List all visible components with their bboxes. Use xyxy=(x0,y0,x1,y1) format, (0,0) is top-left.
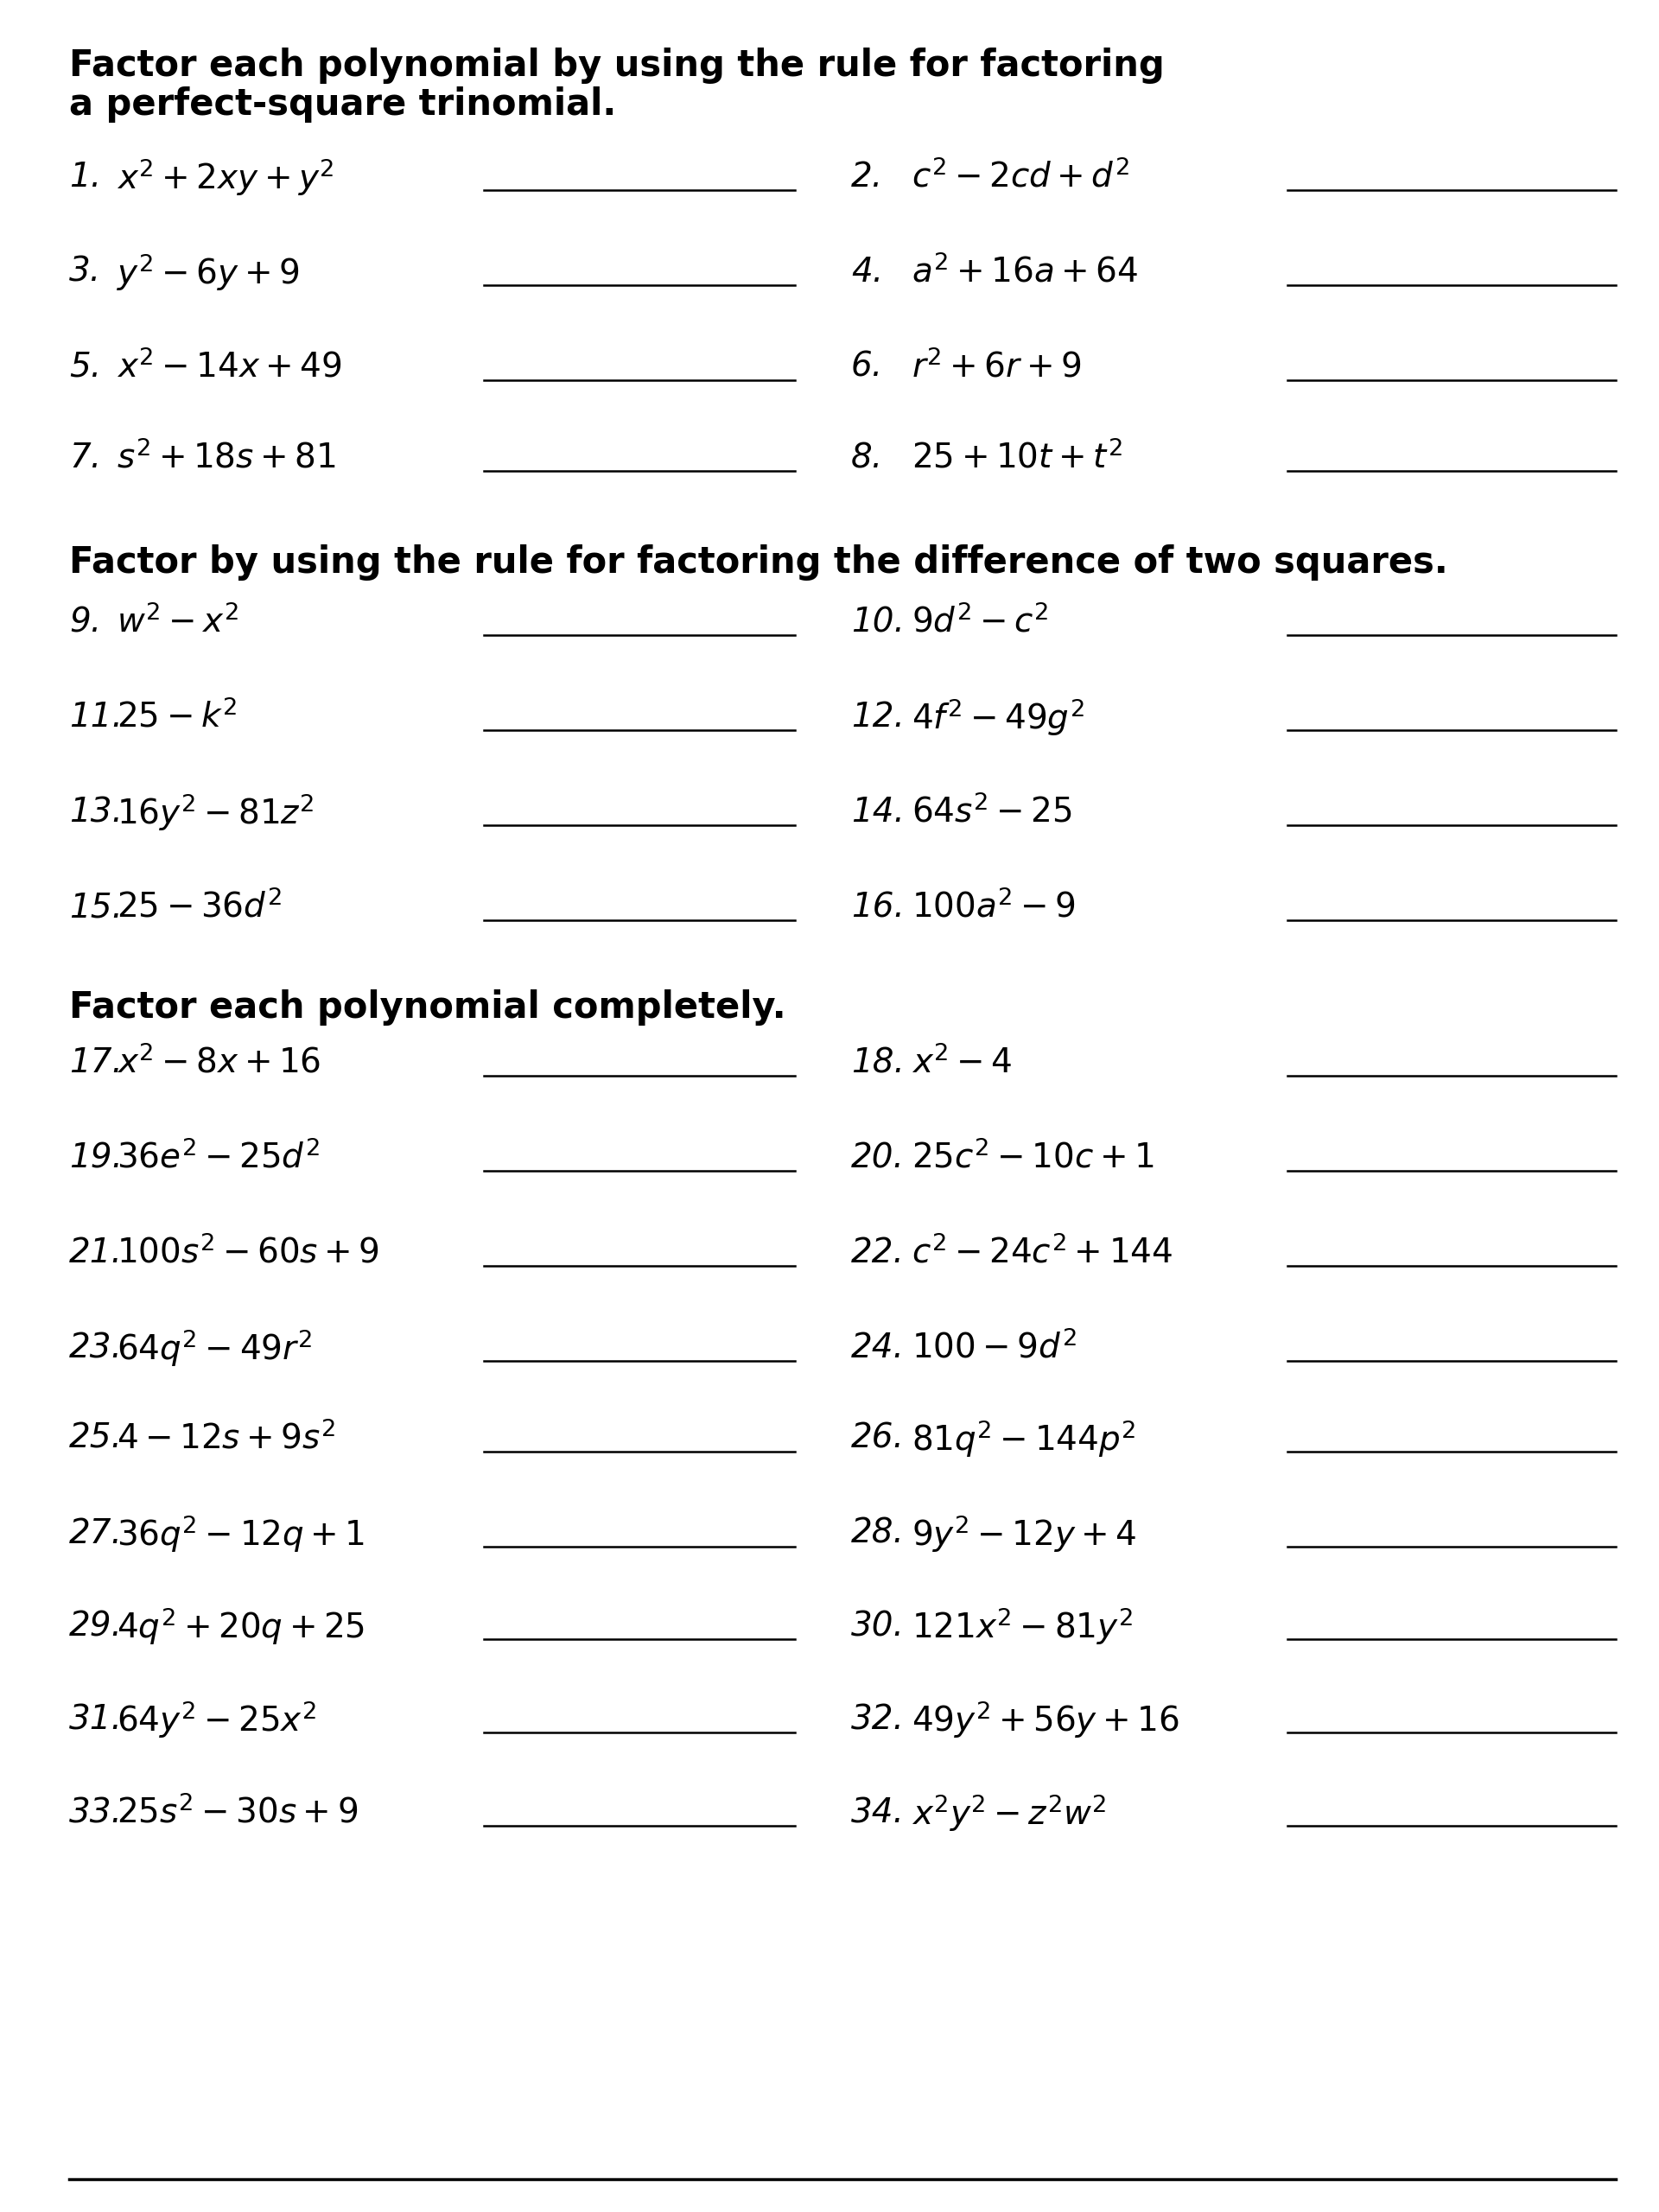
Text: Factor each polynomial by using the rule for factoring: Factor each polynomial by using the rule… xyxy=(70,46,1165,84)
Text: 32.: 32. xyxy=(851,1703,904,1736)
Text: $r^2 + 6r + 9$: $r^2 + 6r + 9$ xyxy=(911,349,1082,385)
Text: 1.: 1. xyxy=(70,161,101,192)
Text: $36e^2 - 25d^2$: $36e^2 - 25d^2$ xyxy=(116,1141,320,1175)
Text: $100s^2 - 60s + 9$: $100s^2 - 60s + 9$ xyxy=(116,1237,380,1270)
Text: $36q^2 - 12q + 1$: $36q^2 - 12q + 1$ xyxy=(116,1513,365,1555)
Text: $c^2 - 2cd + d^2$: $c^2 - 2cd + d^2$ xyxy=(911,159,1130,195)
Text: 31.: 31. xyxy=(70,1703,123,1736)
Text: 16.: 16. xyxy=(851,891,904,925)
Text: $49y^2 + 56y + 16$: $49y^2 + 56y + 16$ xyxy=(911,1699,1180,1741)
Text: 20.: 20. xyxy=(851,1141,904,1175)
Text: $w^2 - x^2$: $w^2 - x^2$ xyxy=(116,604,239,639)
Text: $25 + 10t + t^2$: $25 + 10t + t^2$ xyxy=(911,440,1123,476)
Text: 24.: 24. xyxy=(851,1332,904,1365)
Text: 29.: 29. xyxy=(70,1610,123,1644)
Text: Factor by using the rule for factoring the difference of two squares.: Factor by using the rule for factoring t… xyxy=(70,544,1448,580)
Text: Factor each polynomial completely.: Factor each polynomial completely. xyxy=(70,989,786,1026)
Text: 25.: 25. xyxy=(70,1422,123,1455)
Text: 15.: 15. xyxy=(70,891,123,925)
Text: $64y^2 - 25x^2$: $64y^2 - 25x^2$ xyxy=(116,1699,317,1741)
Text: $64s^2 - 25$: $64s^2 - 25$ xyxy=(911,794,1072,830)
Text: $25c^2 - 10c + 1$: $25c^2 - 10c + 1$ xyxy=(911,1141,1155,1175)
Text: a perfect-square trinomial.: a perfect-square trinomial. xyxy=(70,86,615,122)
Text: $x^2 + 2xy + y^2$: $x^2 + 2xy + y^2$ xyxy=(116,157,333,197)
Text: $25s^2 - 30s + 9$: $25s^2 - 30s + 9$ xyxy=(116,1796,358,1829)
Text: 3.: 3. xyxy=(70,257,101,288)
Text: $4f^2 - 49g^2$: $4f^2 - 49g^2$ xyxy=(911,697,1085,739)
Text: 6.: 6. xyxy=(851,352,883,383)
Text: $4q^2 + 20q + 25$: $4q^2 + 20q + 25$ xyxy=(116,1606,365,1646)
Text: 28.: 28. xyxy=(851,1517,904,1551)
Text: $16y^2 - 81z^2$: $16y^2 - 81z^2$ xyxy=(116,792,314,834)
Text: 30.: 30. xyxy=(851,1610,904,1644)
Text: 14.: 14. xyxy=(851,796,904,830)
Text: $c^2 - 24c^2 + 144$: $c^2 - 24c^2 + 144$ xyxy=(911,1237,1173,1270)
Text: $121x^2 - 81y^2$: $121x^2 - 81y^2$ xyxy=(911,1606,1133,1646)
Text: 4.: 4. xyxy=(851,257,883,288)
Text: 17.: 17. xyxy=(70,1046,123,1079)
Text: 21.: 21. xyxy=(70,1237,123,1270)
Text: $x^2y^2 - z^2w^2$: $x^2y^2 - z^2w^2$ xyxy=(911,1792,1107,1834)
Text: $x^2 - 4$: $x^2 - 4$ xyxy=(911,1046,1012,1079)
Text: $9y^2 - 12y + 4$: $9y^2 - 12y + 4$ xyxy=(911,1513,1136,1555)
Text: 18.: 18. xyxy=(851,1046,904,1079)
Text: 2.: 2. xyxy=(851,161,883,192)
Text: 5.: 5. xyxy=(70,352,101,383)
Text: $100 - 9d^2$: $100 - 9d^2$ xyxy=(911,1332,1077,1365)
Text: $100a^2 - 9$: $100a^2 - 9$ xyxy=(911,889,1075,925)
Text: $x^2 - 14x + 49$: $x^2 - 14x + 49$ xyxy=(116,349,342,385)
Text: $25 - 36d^2$: $25 - 36d^2$ xyxy=(116,889,282,925)
Text: 23.: 23. xyxy=(70,1332,123,1365)
Text: $x^2 - 8x + 16$: $x^2 - 8x + 16$ xyxy=(116,1046,320,1079)
Text: 22.: 22. xyxy=(851,1237,904,1270)
Text: $64q^2 - 49r^2$: $64q^2 - 49r^2$ xyxy=(116,1327,312,1369)
Text: $a^2 + 16a + 64$: $a^2 + 16a + 64$ xyxy=(911,254,1138,290)
Text: $9d^2 - c^2$: $9d^2 - c^2$ xyxy=(911,604,1048,639)
Text: 13.: 13. xyxy=(70,796,123,830)
Text: $s^2 + 18s + 81$: $s^2 + 18s + 81$ xyxy=(116,440,335,476)
Text: $y^2 - 6y + 9$: $y^2 - 6y + 9$ xyxy=(116,252,299,292)
Text: 7.: 7. xyxy=(70,442,101,473)
Text: 19.: 19. xyxy=(70,1141,123,1175)
Text: 11.: 11. xyxy=(70,701,123,734)
Text: 10.: 10. xyxy=(851,606,904,639)
Text: 9.: 9. xyxy=(70,606,101,639)
Text: $25 - k^2$: $25 - k^2$ xyxy=(116,699,237,734)
Text: 33.: 33. xyxy=(70,1796,123,1829)
Text: $81q^2 - 144p^2$: $81q^2 - 144p^2$ xyxy=(911,1418,1136,1460)
Text: 34.: 34. xyxy=(851,1796,904,1829)
Text: 8.: 8. xyxy=(851,442,883,473)
Text: 27.: 27. xyxy=(70,1517,123,1551)
Text: 26.: 26. xyxy=(851,1422,904,1455)
Text: $4 - 12s + 9s^2$: $4 - 12s + 9s^2$ xyxy=(116,1422,335,1455)
Text: 12.: 12. xyxy=(851,701,904,734)
